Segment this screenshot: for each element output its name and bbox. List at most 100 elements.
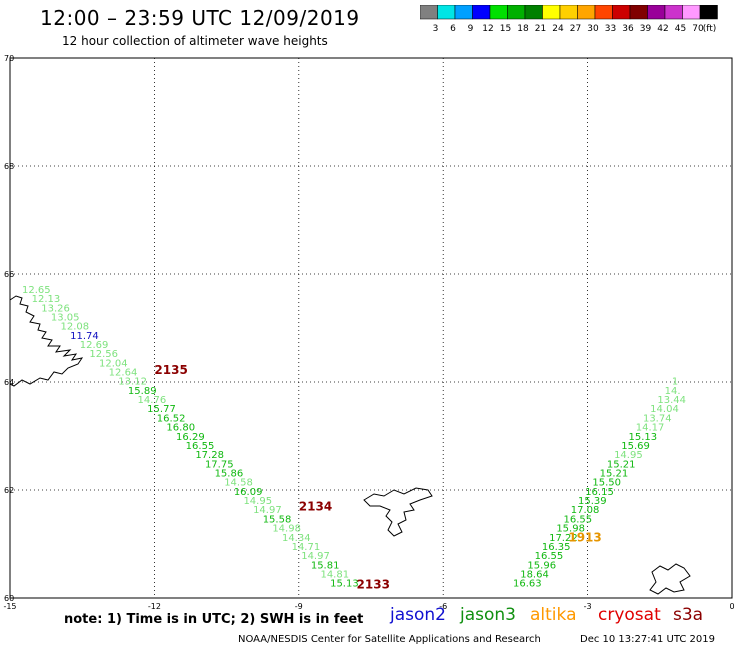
wave-reading: 12.64 <box>109 368 138 379</box>
wave-reading: 13.44 <box>657 395 686 406</box>
lat-label: 60 <box>4 594 14 603</box>
wave-reading: 15.86 <box>215 469 244 480</box>
lon-label: -9 <box>295 602 303 610</box>
footer-timestamp: Dec 10 13:27:41 UTC 2019 <box>580 634 715 645</box>
color-bin-label: 36 <box>622 24 634 34</box>
longitude-labels: -15 -12 -9 -6 -3 0 <box>3 602 734 610</box>
color-bin-label: 39 <box>640 24 652 34</box>
wave-reading: 16.63 <box>513 579 542 590</box>
color-unit-label: (ft) <box>703 24 717 34</box>
lon-label: -6 <box>439 602 447 610</box>
wave-reading: 15.98 <box>556 524 585 535</box>
color-bin-label: 70 <box>692 24 704 34</box>
color-bin-label: 24 <box>552 24 564 34</box>
color-bin-label: 6 <box>450 24 456 34</box>
lat-label: 70 <box>4 54 14 63</box>
legend-s3a: s3a <box>673 605 704 625</box>
wave-reading: 17.22 <box>549 533 578 544</box>
wave-reading: 12.04 <box>99 358 128 369</box>
wave-reading: 12.13 <box>32 294 61 305</box>
wave-reading: 15.58 <box>263 514 292 525</box>
lat-label: 68 <box>4 162 14 171</box>
map-frame <box>9 57 733 599</box>
color-bin-label: 33 <box>605 24 616 34</box>
lon-label: 0 <box>729 602 734 610</box>
wave-reading: 14.97 <box>253 505 282 516</box>
color-scale-legend: 3 6 9 12 15 18 21 24 27 30 33 36 39 42 45 70(ft) <box>420 5 718 34</box>
map-subtitle: 12 hour collection of altimeter wave hei… <box>62 34 328 48</box>
units-note: note: 1) Time is in UTC; 2) SWH is in fe… <box>64 612 364 627</box>
color-bin-label: 45 <box>675 24 686 34</box>
wave-reading: 16.35 <box>542 542 571 553</box>
shetland-coast <box>649 563 691 595</box>
color-bin-label: 12 <box>482 24 493 34</box>
color-bin-label: 30 <box>587 24 599 34</box>
wave-reading: 14. <box>665 386 681 397</box>
faroe-islands-coast <box>363 487 433 537</box>
pass-label: 2135 <box>154 363 187 377</box>
color-bin-label: 9 <box>468 24 474 34</box>
wave-reading: 15.81 <box>311 560 340 571</box>
wave-reading: 13.74 <box>643 413 672 424</box>
wave-reading: 14.95 <box>614 450 643 461</box>
wave-reading: 14.04 <box>650 404 679 415</box>
wave-reading: 17.28 <box>195 450 224 461</box>
lon-label: -15 <box>3 602 16 610</box>
wave-height-readings: 12.6512.1313.2613.0512.0811.7412.6912.56… <box>22 285 686 590</box>
wave-reading: 15.39 <box>578 496 607 507</box>
legend-cryosat: cryosat <box>598 605 661 625</box>
coastlines <box>9 295 691 595</box>
wave-reading: 15.69 <box>621 441 650 452</box>
lon-label: -3 <box>584 602 592 610</box>
wave-reading: 14.76 <box>138 395 167 406</box>
latitude-labels: 70 68 66 64 62 60 <box>4 54 14 603</box>
wave-reading: 14.71 <box>292 542 321 553</box>
wave-reading: 15.89 <box>128 386 157 397</box>
color-bin-label: 3 <box>433 24 439 34</box>
graticule <box>9 57 733 599</box>
wave-reading: 14.98 <box>272 524 301 535</box>
lat-label: 62 <box>4 486 14 495</box>
wave-reading: 14.34 <box>282 533 311 544</box>
lat-label: 66 <box>4 270 14 279</box>
wave-reading: 16.55 <box>535 551 564 562</box>
legend-altika: altika <box>530 605 577 625</box>
wave-reading: 15.13 <box>629 432 658 443</box>
wave-reading: 16.80 <box>166 423 195 434</box>
footer-credit: NOAA/NESDIS Center for Satellite Applica… <box>238 634 541 645</box>
wave-reading: 14.81 <box>320 569 349 580</box>
pass-label: 1913 <box>568 530 601 544</box>
wave-reading: 1 <box>672 377 678 388</box>
pass-label: 2134 <box>299 500 332 514</box>
pass-label: 2133 <box>357 577 390 591</box>
wave-reading: 14.58 <box>224 478 253 489</box>
wave-reading: 17.75 <box>205 459 234 470</box>
wave-reading: 16.55 <box>186 441 215 452</box>
wave-reading: 15.96 <box>527 560 556 571</box>
wave-reading: 15.13 <box>330 579 359 590</box>
color-bin-label: 18 <box>517 24 529 34</box>
map-title: 12:00 – 23:59 UTC 12/09/2019 <box>40 6 360 30</box>
wave-reading: 12.69 <box>80 340 109 351</box>
wave-reading: 15.50 <box>592 478 621 489</box>
iceland-coast <box>9 295 84 387</box>
pass-number-labels: 2135 2134 2133 1913 <box>154 363 601 591</box>
wave-reading: 15.21 <box>600 469 629 480</box>
wave-reading: 13.26 <box>41 303 70 314</box>
wave-reading: 15.21 <box>607 459 636 470</box>
wave-reading: 16.09 <box>234 487 263 498</box>
lat-label: 64 <box>4 378 14 387</box>
color-bin-label: 15 <box>500 24 511 34</box>
wave-reading: 17.08 <box>571 505 600 516</box>
color-bin-label: 42 <box>657 24 668 34</box>
wave-reading: 13.05 <box>51 312 80 323</box>
wave-reading: 16.29 <box>176 432 205 443</box>
wave-reading: 18.64 <box>520 569 549 580</box>
lon-label: -12 <box>148 602 161 610</box>
wave-reading: 12.08 <box>61 322 90 333</box>
legend-jason3: jason3 <box>460 605 516 625</box>
wave-reading: 14.95 <box>243 496 272 507</box>
color-bin <box>699 5 718 20</box>
wave-reading: 12.65 <box>22 285 51 296</box>
